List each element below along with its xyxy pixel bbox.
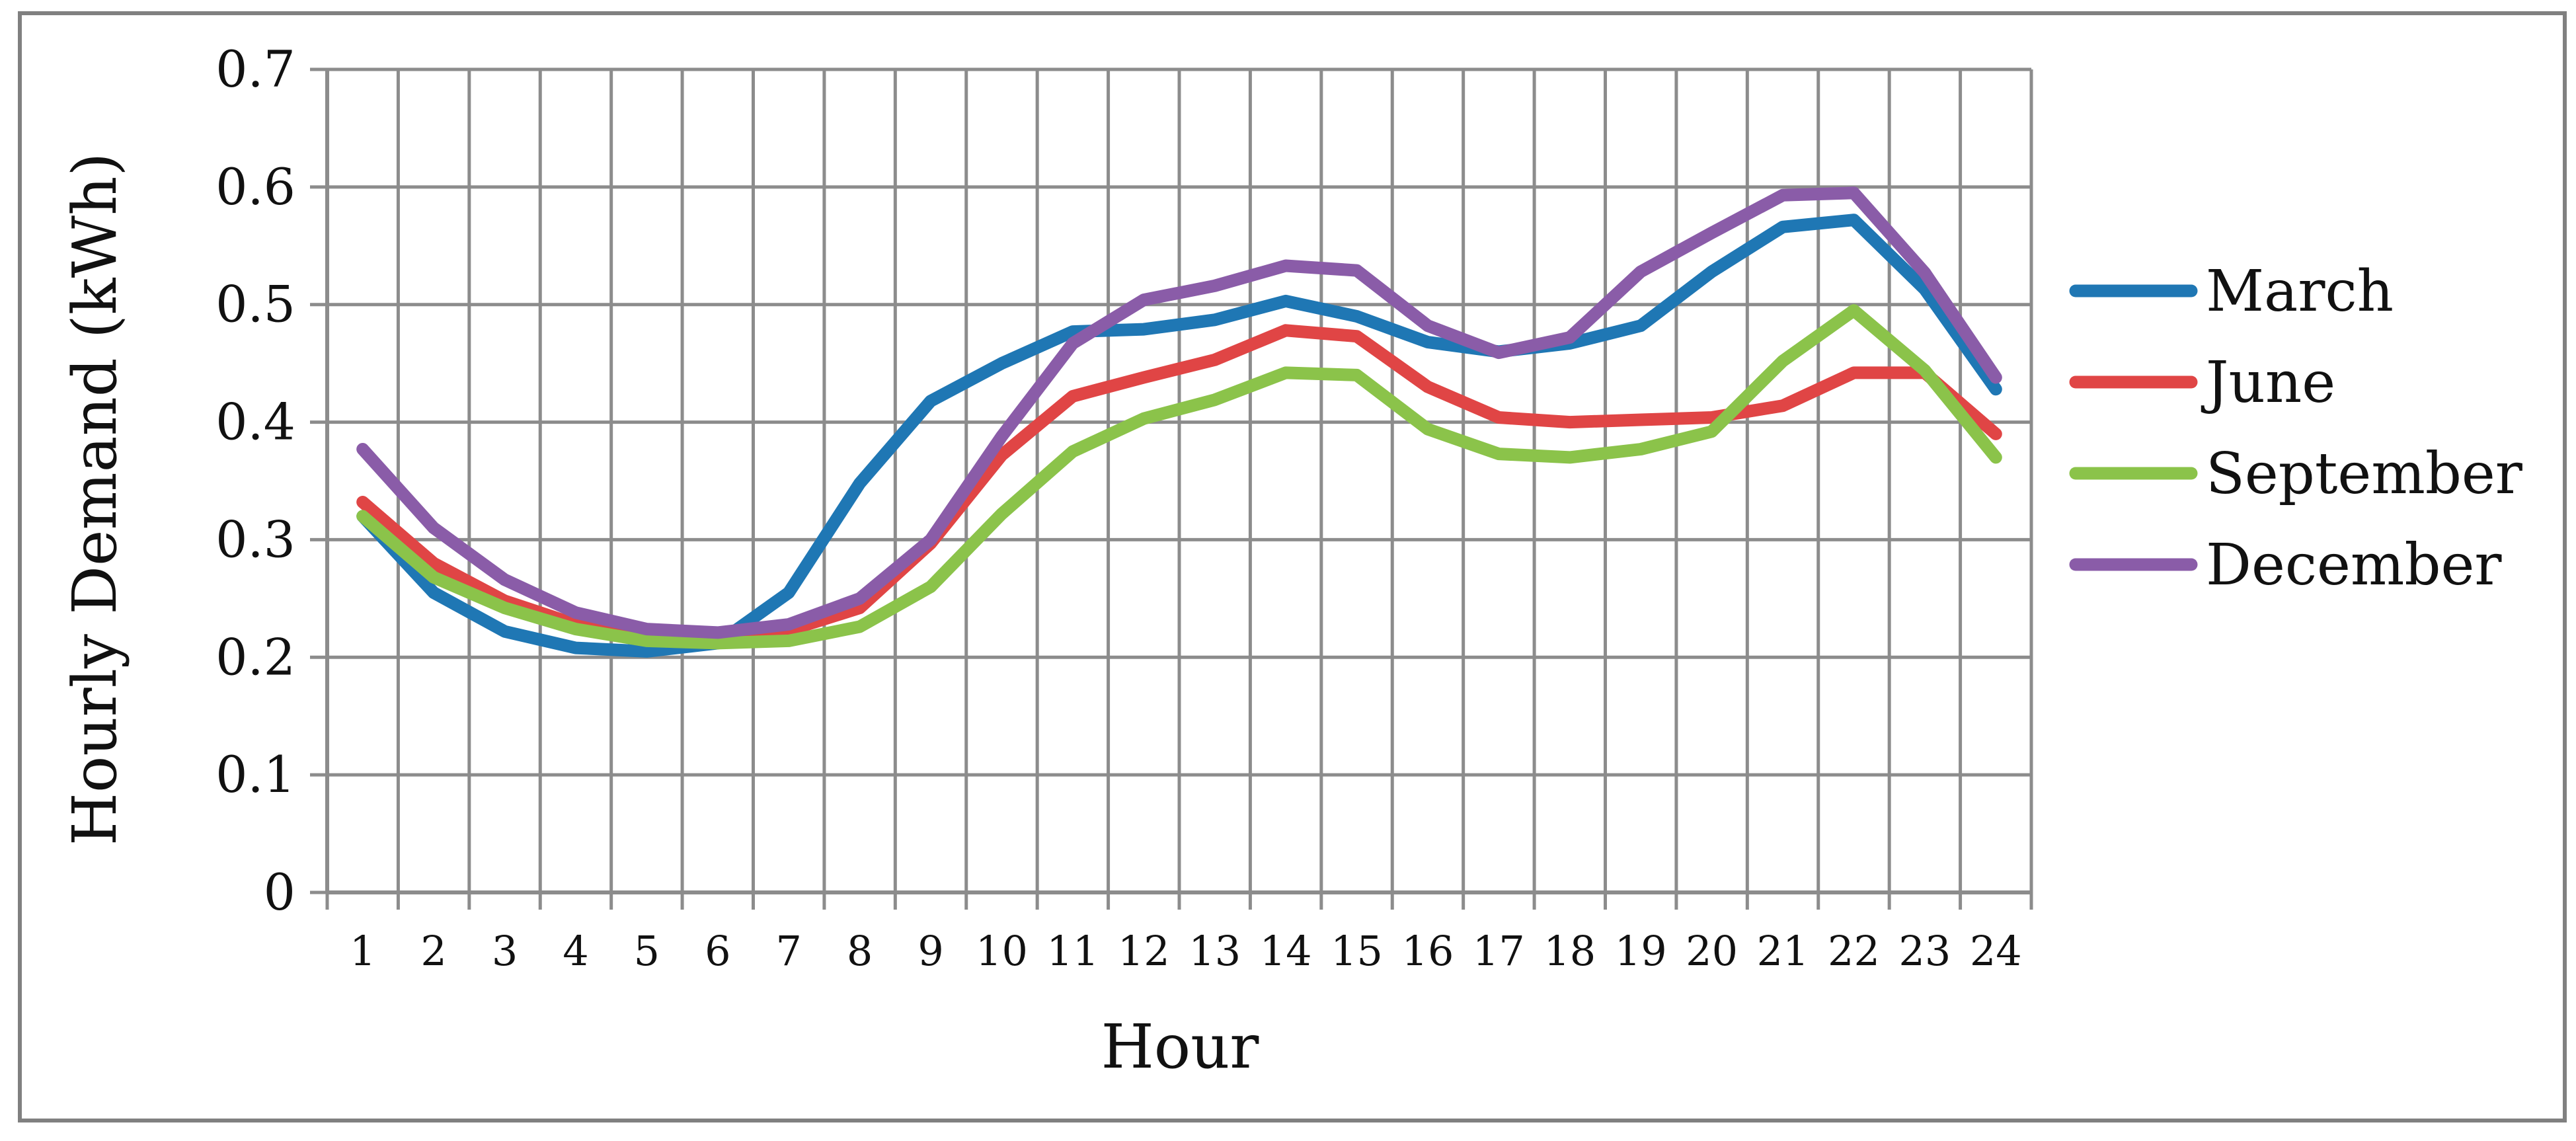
y-tick-label: 0.5	[215, 275, 295, 334]
x-tick-label: 14	[1260, 927, 1312, 975]
series-line-december	[356, 186, 2002, 639]
y-tick-label: 0.7	[215, 40, 295, 98]
legend-label-september: September	[2206, 441, 2523, 507]
x-tick-label: 6	[705, 927, 730, 975]
x-tick-label: 4	[563, 927, 588, 975]
x-tick-label: 13	[1189, 927, 1241, 975]
x-tick-label: 7	[775, 927, 801, 975]
axes	[310, 67, 2033, 910]
x-tick-label: 3	[492, 927, 518, 975]
y-tick-label: 0	[264, 863, 295, 922]
legend-label-june: June	[2201, 350, 2335, 416]
x-tick-label: 22	[1828, 927, 1880, 975]
y-tick-label: 0.3	[215, 510, 295, 569]
y-tick-label: 0.2	[215, 627, 295, 686]
x-tick-label: 1	[350, 927, 375, 975]
x-tick-label: 21	[1757, 927, 1809, 975]
x-tick-label: 2	[420, 927, 446, 975]
x-tick-label: 15	[1331, 927, 1383, 975]
x-tick-label: 19	[1615, 927, 1667, 975]
legend-label-december: December	[2206, 532, 2502, 598]
x-tick-label: 5	[634, 927, 660, 975]
y-axis-title: Hourly Demand (kWh)	[59, 153, 130, 846]
x-tick-label: 12	[1118, 927, 1170, 975]
tick-labels: 00.10.20.30.40.50.60.71 2 3 4 5 6 7 8 9 10 11 12 13 1…	[215, 40, 2022, 975]
x-tick-label: 11	[1046, 927, 1099, 975]
series-line-march	[356, 214, 2002, 658]
x-tick-label: 16	[1402, 927, 1454, 975]
legend: March June September December	[2069, 258, 2523, 598]
legend-label-march: March	[2206, 258, 2394, 325]
x-tick-label: 9	[917, 927, 943, 975]
x-tick-label: 18	[1543, 927, 1596, 975]
series-line-september	[356, 304, 2002, 650]
x-tick-label: 17	[1473, 927, 1525, 975]
y-tick-label: 0.6	[215, 157, 295, 216]
x-tick-label: 20	[1686, 927, 1738, 975]
series-lines	[356, 186, 2002, 658]
x-tick-label: 23	[1898, 927, 1951, 975]
x-tick-label: 24	[1970, 927, 2022, 975]
x-tick-label: 10	[976, 927, 1028, 975]
x-tick-label: 8	[847, 927, 873, 975]
x-axis-title: Hour	[1101, 1011, 1259, 1082]
y-tick-label: 0.4	[215, 393, 295, 452]
y-tick-label: 0.1	[215, 745, 295, 804]
